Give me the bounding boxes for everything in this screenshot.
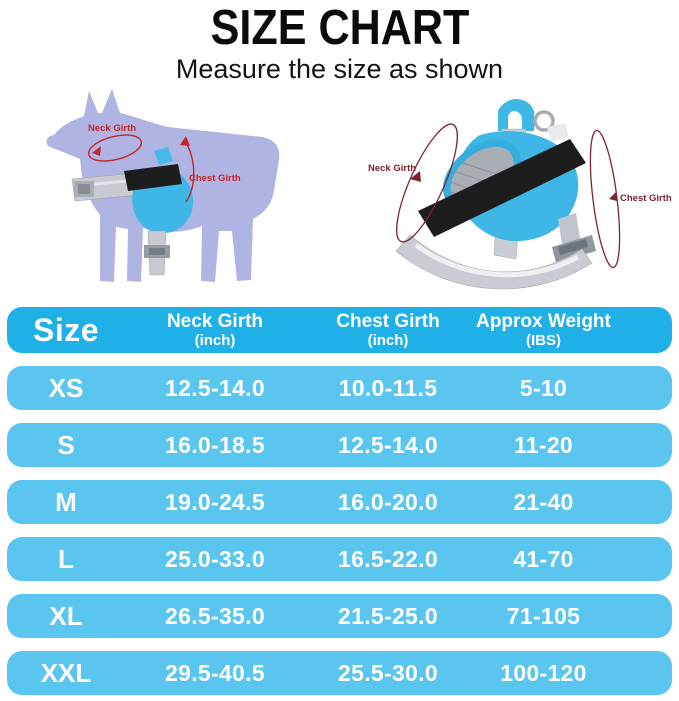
- weight-cell: 71-105: [506, 602, 581, 629]
- size-cell: XL: [49, 600, 83, 631]
- header-cell-size: Size: [32, 311, 100, 348]
- neck-girth-cell: 12.5-14.0: [165, 374, 265, 401]
- neck-girth-cell: 16.0-18.5: [165, 431, 265, 458]
- d-ring-icon: [533, 110, 555, 132]
- title-block: SIZE CHART Measure the size as shown: [0, 0, 679, 85]
- chest-girth-cell: 10.0-11.5: [338, 374, 438, 401]
- measurement-diagrams: Neck Girth Chest Girth: [0, 85, 679, 299]
- size-cell: M: [55, 486, 77, 517]
- neck-girth-cell: 29.5-40.5: [165, 659, 265, 686]
- size-table: Size Neck Girth (inch) Chest Girth (inch…: [7, 307, 672, 695]
- chest-girth-cell: 25.5-30.0: [338, 659, 438, 686]
- header-cell-approx-weight: Approx Weight (IBS): [476, 311, 611, 349]
- product-girth-annotations: [396, 123, 621, 269]
- dog-chest-girth-label: Chest Girth: [189, 173, 241, 184]
- table-row-xxl: XXL 29.5-40.5 25.5-30.0 100-120: [7, 651, 672, 695]
- harness-icon: [395, 99, 596, 290]
- weight-cell: 41-70: [513, 545, 574, 572]
- header-cell-chest-girth: Chest Girth (inch): [336, 311, 440, 349]
- product-chest-girth-label: Chest Girth: [620, 193, 672, 204]
- neck-girth-cell: 19.0-24.5: [165, 488, 265, 515]
- product-neck-girth-label: Neck Girth: [368, 163, 416, 174]
- chest-girth-cell: 16.5-22.0: [338, 545, 438, 572]
- dog-neck-girth-label: Neck Girth: [88, 123, 136, 134]
- dog-girth-annotations: [87, 134, 195, 203]
- neck-girth-cell: 25.0-33.0: [165, 545, 265, 572]
- chest-girth-cell: 12.5-14.0: [338, 431, 438, 458]
- size-cell: S: [57, 429, 75, 460]
- table-row-xs: XS 12.5-14.0 10.0-11.5 5-10: [7, 366, 672, 410]
- size-cell: XS: [48, 372, 84, 403]
- dog-measurement-diagram: Neck Girth Chest Girth: [46, 89, 280, 282]
- weight-cell: 11-20: [513, 431, 574, 458]
- chest-girth-cell: 21.5-25.0: [338, 602, 438, 629]
- neck-girth-cell: 26.5-35.0: [165, 602, 265, 629]
- page-title: SIZE CHART: [210, 1, 469, 55]
- weight-cell: 21-40: [513, 488, 574, 515]
- harness-on-dog-icon: [71, 147, 194, 276]
- size-cell: L: [58, 543, 74, 574]
- weight-cell: 5-10: [519, 374, 568, 401]
- size-table-header: Size Neck Girth (inch) Chest Girth (inch…: [7, 307, 672, 353]
- weight-cell: 100-120: [500, 659, 587, 686]
- chest-girth-cell: 16.0-20.0: [338, 488, 438, 515]
- page-subtitle: Measure the size as shown: [175, 54, 504, 84]
- size-cell: XXL: [40, 657, 92, 688]
- table-row-l: L 25.0-33.0 16.5-22.0 41-70: [7, 537, 672, 581]
- table-row-s: S 16.0-18.5 12.5-14.0 11-20: [7, 423, 672, 467]
- table-row-m: M 19.0-24.5 16.0-20.0 21-40: [7, 480, 672, 524]
- header-cell-neck-girth: Neck Girth (inch): [166, 311, 264, 349]
- table-row-xl: XL 26.5-35.0 21.5-25.0 71-105: [7, 594, 672, 638]
- harness-product-photo: Neck Girth Chest Girth: [368, 99, 672, 290]
